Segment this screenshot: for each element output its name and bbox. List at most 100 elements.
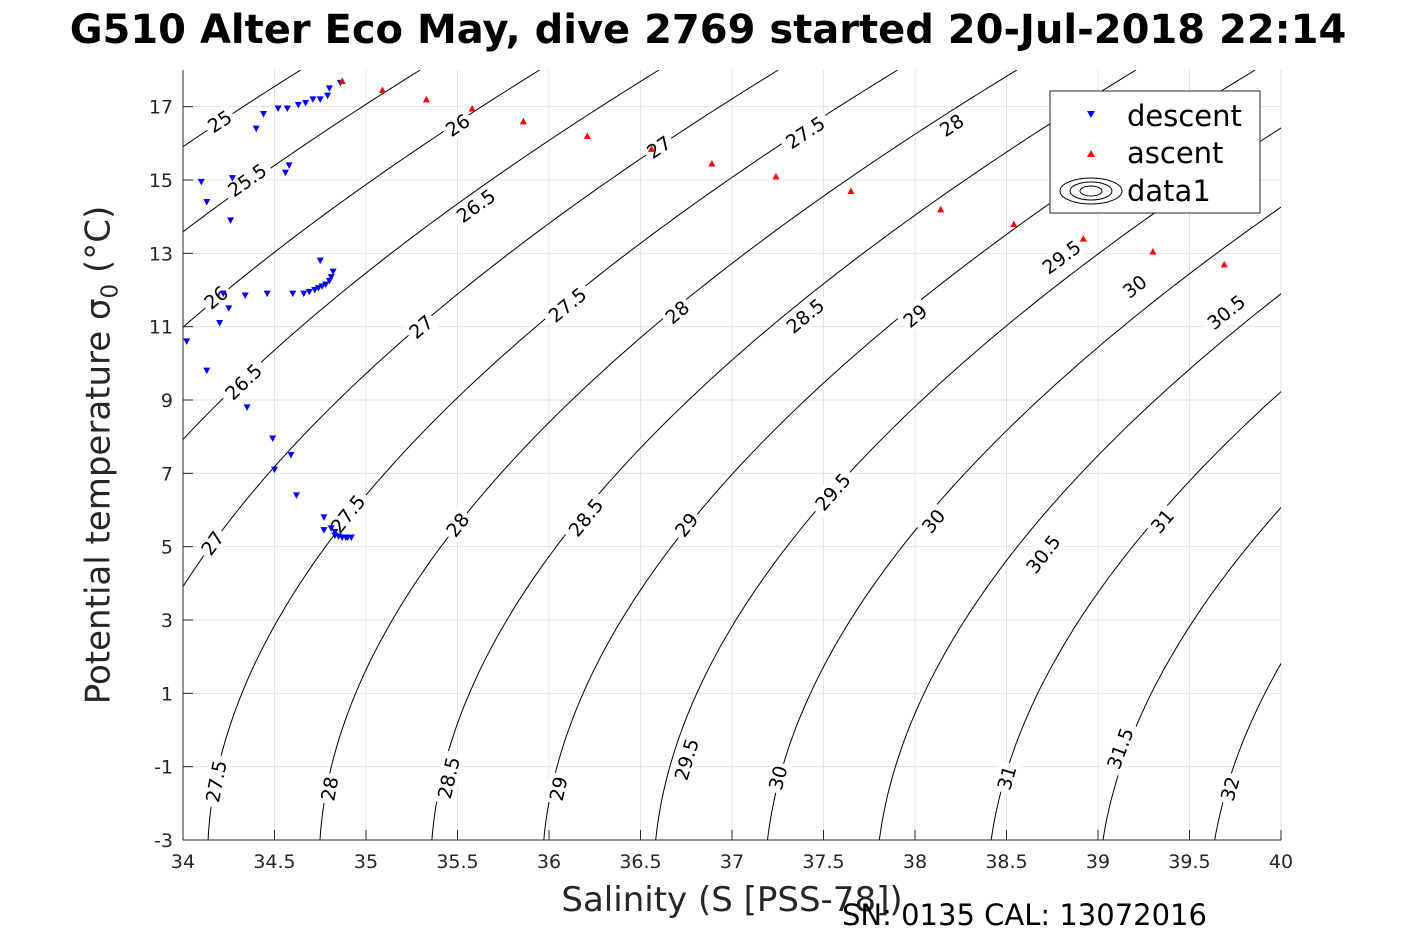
chart-title: G510 Alter Eco May, dive 2769 started 20…: [69, 7, 1347, 53]
contour-label-text: 28: [317, 775, 343, 803]
descent-point-39: [327, 274, 335, 281]
legend-entry-data1: data1: [1059, 174, 1211, 208]
descent-point-35: [322, 281, 330, 288]
y-tick-label-4: 5: [161, 537, 173, 559]
x-tick-label-6: 37: [720, 851, 744, 873]
ascent-point-2: [422, 95, 430, 103]
contour-label-gap: [194, 524, 231, 562]
contour-label-gap: [1033, 232, 1089, 282]
contour-label-gap: [991, 760, 1022, 796]
y-axis-label-unit: (°C): [78, 205, 119, 284]
descent-point-4: [216, 320, 224, 327]
ascent-point-6: [647, 145, 655, 152]
x-tick-label-12: 40: [1269, 851, 1293, 873]
ascent-point-13: [1149, 248, 1157, 255]
descent-point-32: [318, 283, 326, 290]
descent-point-49: [347, 534, 355, 541]
descent-point-16: [274, 105, 282, 112]
descent-point-11: [252, 125, 260, 133]
descent-point-0: [183, 338, 191, 345]
serial-calibration-note: SN: 0135 CAL: 13072016: [842, 898, 1207, 932]
x-axis-label: Salinity (S [PSS-78]): [561, 880, 903, 920]
contour-label-gap: [915, 502, 952, 540]
descent-point-9: [241, 292, 249, 299]
contour-label-gap: [778, 290, 833, 341]
contour-label-gap: [807, 464, 859, 519]
descent-point-19: [285, 162, 293, 169]
contour-label-gap: [1198, 287, 1254, 337]
contour-label-gap: [896, 297, 934, 334]
ascent-point-11: [1010, 220, 1018, 227]
contour-line-28: [319, 70, 1018, 840]
tick-labels: 34 34.5 35 35.5 36 36.5 37 37.5 38 38.5 39 39.5 40-3…: [149, 97, 1293, 873]
contour-label-gap: [439, 506, 476, 544]
y-tick-label-3: 3: [161, 610, 173, 632]
contour-label-gap: [668, 731, 705, 788]
contour-label-gap: [201, 103, 239, 139]
y-tick-label-6: 9: [161, 390, 173, 412]
descent-point-38: [325, 85, 333, 92]
x-tick-label-11: 39.5: [1168, 851, 1210, 873]
descent-point-23: [294, 101, 302, 109]
ascent-point-5: [583, 132, 591, 139]
contour-label-gap: [544, 771, 573, 806]
contour-label-33: 31: [991, 760, 1022, 796]
descent-point-29: [314, 285, 322, 292]
ascent-point-3: [468, 105, 476, 112]
descent-point-21: [289, 290, 297, 298]
contour-label-gap: [200, 753, 232, 809]
contour-label-gap: [640, 129, 678, 165]
descent-point-6: [225, 305, 233, 312]
ascent-point-8: [772, 172, 780, 180]
y-tick-label-1: -1: [154, 757, 173, 779]
x-tick-label-7: 37.5: [802, 851, 844, 873]
descent-point-40: [327, 525, 335, 532]
contour-label-gap: [1018, 526, 1068, 582]
y-tick-label-8: 13: [149, 243, 173, 265]
contour-label-gap: [315, 771, 344, 806]
x-tick-label-3: 35.5: [436, 851, 478, 873]
descent-point-14: [269, 435, 277, 442]
y-tick-label-10: 17: [149, 97, 173, 119]
descent-point-15: [271, 466, 278, 474]
x-tick-label-0: 34: [171, 851, 195, 873]
contour-label-text: 29: [546, 775, 573, 803]
contour-label-gap: [431, 749, 465, 806]
contour-line-32: [1214, 662, 1281, 840]
legend-box: [1049, 90, 1261, 214]
contour-label-gap: [560, 490, 611, 545]
y-axis-label-main: Potential temperature: [78, 320, 119, 705]
descent-point-3: [203, 367, 211, 375]
contour-line-26: [183, 70, 540, 328]
y-axis-label: Potential temperature σ0 (°C): [79, 206, 126, 705]
descent-point-5: [219, 290, 227, 298]
descent-point-27: [309, 96, 317, 103]
descent-point-20: [287, 452, 295, 459]
x-tick-label-10: 39: [1086, 851, 1110, 873]
descent-point-36: [324, 92, 332, 100]
contour-label-gap: [322, 486, 373, 541]
contour-line-26-5: [183, 70, 660, 441]
triangle-down-icon: [1087, 111, 1095, 118]
x-tick-label-1: 34.5: [253, 851, 295, 873]
legend-entry-ascent: ascent: [1087, 136, 1223, 170]
legend-label-ascent: ascent: [1127, 136, 1223, 170]
x-tick-label-9: 38.5: [985, 851, 1027, 873]
ascent-point-0: [338, 77, 346, 84]
ascent-point-4: [519, 117, 527, 125]
descent-point-2: [203, 199, 211, 206]
contour-labels: 2525.5262626.526.527272727.527.527.527.5…: [194, 103, 1254, 809]
contour-ellipses-icon: [1059, 177, 1123, 205]
contour-label-gap: [448, 181, 504, 230]
contour-label-gap: [668, 506, 705, 544]
contour-label-gap: [197, 279, 235, 316]
data-markers: [183, 77, 1228, 541]
contour-label-gap: [216, 355, 270, 408]
descent-point-28: [311, 287, 319, 294]
ascent-point-7: [708, 160, 716, 167]
legend: descent ascent data1: [1049, 90, 1261, 214]
descent-point-25: [302, 100, 310, 107]
triangle-up-icon: [1087, 150, 1095, 157]
